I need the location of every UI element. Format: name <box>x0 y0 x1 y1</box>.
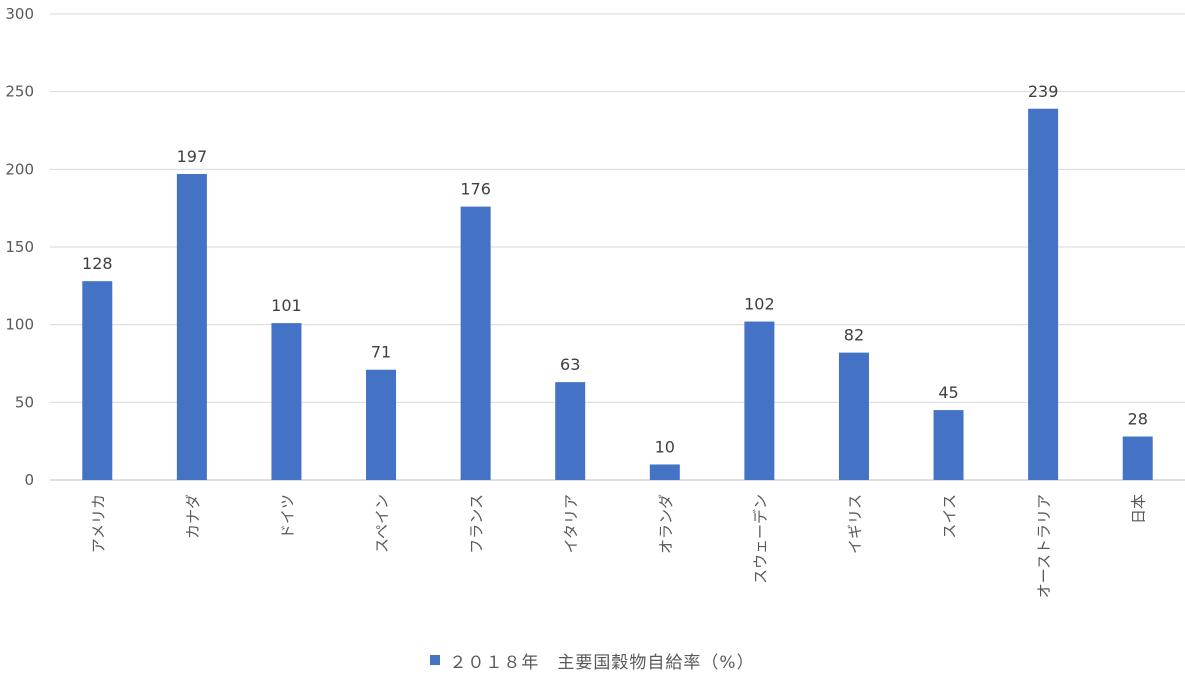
data-label: 28 <box>1128 410 1148 429</box>
y-tick-label: 300 <box>5 5 34 23</box>
data-label: 10 <box>655 437 675 456</box>
y-tick-label: 200 <box>5 160 34 178</box>
data-label: 63 <box>560 355 580 374</box>
category-label: イタリア <box>562 494 580 553</box>
gridlines <box>50 13 1185 481</box>
data-label: 102 <box>744 295 775 314</box>
y-tick-label: 0 <box>24 471 34 489</box>
data-label: 176 <box>460 180 491 199</box>
y-axis-ticks: 0 50 100 150 200 250 300 <box>5 5 34 489</box>
bar <box>838 352 869 480</box>
bar <box>176 173 207 480</box>
data-label: 101 <box>271 296 302 315</box>
category-label: スウェーデン <box>751 494 769 584</box>
legend-label: ２０１８年 主要国穀物自給率（%） <box>449 652 755 673</box>
bar <box>555 382 586 480</box>
data-label: 71 <box>371 343 391 362</box>
bar <box>271 323 302 480</box>
data-label: 128 <box>82 254 113 273</box>
category-label: アメリカ <box>89 494 107 553</box>
y-tick-label: 250 <box>5 83 34 101</box>
data-label: 197 <box>177 147 208 166</box>
y-tick-label: 100 <box>5 316 34 334</box>
bars <box>82 108 1153 481</box>
y-tick-label: 50 <box>15 393 34 411</box>
y-tick-label: 150 <box>5 238 34 256</box>
category-label: カナダ <box>184 494 202 539</box>
data-label: 82 <box>844 326 864 345</box>
category-label: スペイン <box>373 494 391 553</box>
category-label: イギリス <box>846 494 864 554</box>
category-labels: アメリカ カナダ ドイツ スペイン フランス イタリア オランダ スウェーデン イギリス スイス オ… <box>89 494 1147 598</box>
bar <box>744 321 775 480</box>
category-label: フランス <box>468 494 486 554</box>
bar <box>933 410 964 480</box>
category-label: スイス <box>941 494 959 539</box>
bar <box>1122 436 1153 480</box>
bar <box>366 369 397 480</box>
category-label: ドイツ <box>278 494 296 539</box>
category-label: 日本 <box>1130 494 1148 524</box>
category-label: オランダ <box>657 494 675 554</box>
bar <box>82 281 113 480</box>
data-label: 45 <box>938 383 958 402</box>
bar <box>460 206 491 480</box>
bar <box>649 464 680 480</box>
category-label: オーストラリア <box>1035 494 1053 598</box>
data-labels: 128 197 101 71 176 63 10 102 82 45 239 28 <box>82 82 1148 457</box>
bar <box>1028 108 1059 481</box>
legend: ２０１８年 主要国穀物自給率（%） <box>0 648 1185 673</box>
data-label: 239 <box>1028 82 1059 101</box>
legend-swatch <box>430 655 441 665</box>
